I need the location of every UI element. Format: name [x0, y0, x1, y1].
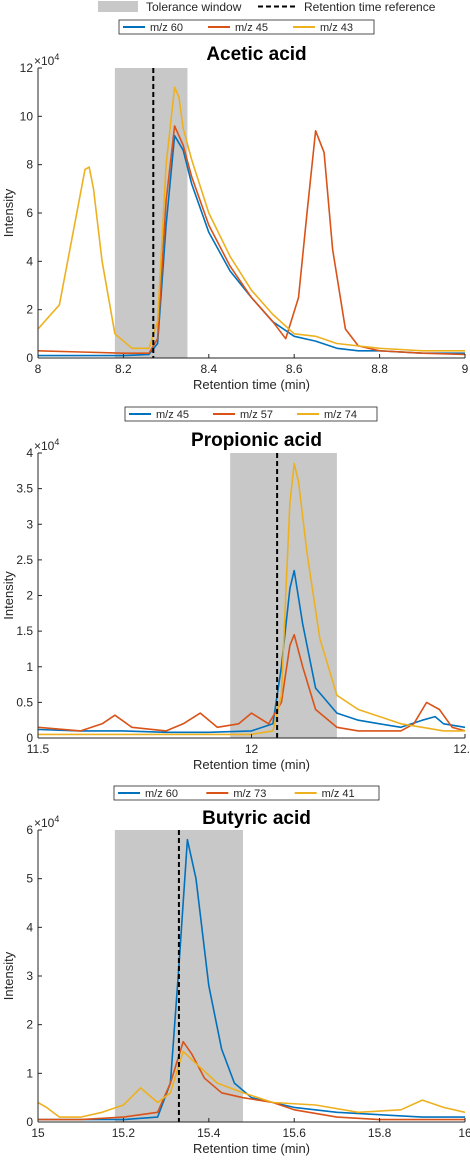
x-axis-label: Retention time (min)	[193, 1141, 310, 1156]
chart-title: Propionic acid	[191, 430, 322, 451]
x-axis-label: Retention time (min)	[193, 377, 310, 392]
x-tick-label: 12.5	[453, 742, 470, 756]
series-line-m-z-43	[37, 86, 465, 352]
y-tick-label: 6	[26, 823, 33, 837]
y-tick-label: 2.5	[16, 553, 33, 567]
legend-entry-label: m/z 45	[156, 409, 189, 421]
legend-entry-label: m/z 74	[324, 409, 357, 421]
chart-title: Acetic acid	[206, 44, 306, 65]
x-tick-label: 8.6	[286, 362, 303, 376]
x-axis-label: Retention time (min)	[193, 757, 310, 772]
tolerance-window-label: Tolerance window	[146, 0, 242, 14]
series-line-m-z-45	[37, 569, 466, 734]
series-legend: m/z 45 m/z 57 m/z 74	[124, 406, 378, 422]
legend-box	[124, 406, 378, 422]
y-axis-label: Intensity	[1, 188, 16, 237]
legend-entry-label: m/z 43	[320, 22, 353, 34]
y-tick-label: 3.5	[16, 482, 33, 496]
tolerance-window-swatch	[98, 1, 138, 12]
series-legend: m/z 60 m/z 45 m/z 43	[118, 19, 375, 35]
chart-panel-1: 11.51212.500.511.522.533.54×104Retention…	[1, 406, 470, 772]
y-tick-label: 10	[20, 109, 34, 123]
y-exponent-label: ×104	[34, 437, 59, 453]
x-tick-label: 15.8	[368, 1126, 392, 1140]
x-tick-label: 15.6	[283, 1126, 307, 1140]
x-tick-label: 8	[35, 362, 42, 376]
y-exponent-label: ×104	[34, 814, 59, 830]
y-tick-label: 3	[26, 517, 33, 531]
y-axis-label: Intensity	[1, 571, 16, 620]
x-tick-label: 15.2	[112, 1126, 136, 1140]
y-tick-label: 1	[26, 1066, 33, 1080]
y-tick-label: 2	[26, 303, 33, 317]
y-tick-label: 4	[26, 254, 33, 268]
chart-title: Butyric acid	[202, 808, 311, 829]
series-line-m-z-60	[38, 134, 465, 357]
y-exponent-power: 4	[54, 437, 59, 447]
legend-entry-label: m/z 60	[145, 788, 178, 800]
x-tick-label: 15.4	[197, 1126, 221, 1140]
y-tick-label: 2	[26, 1018, 33, 1032]
legend-entry-label: m/z 57	[240, 409, 273, 421]
y-tick-label: 4	[26, 446, 33, 460]
series-line-m-z-73	[38, 1040, 465, 1121]
y-exponent-label: ×104	[34, 52, 59, 68]
y-axis-label: Intensity	[1, 951, 16, 1000]
y-tick-label: 3	[26, 969, 33, 983]
y-tick-label: 12	[20, 61, 34, 75]
x-tick-label: 8.8	[371, 362, 388, 376]
x-tick-label: 15	[31, 1126, 45, 1140]
series-line-m-z-45	[37, 125, 466, 356]
tolerance-window	[114, 68, 188, 358]
top-legend: Tolerance window Retention time referenc…	[98, 0, 436, 14]
y-exponent-power: 4	[54, 814, 59, 824]
legend-entry-label: m/z 60	[150, 22, 183, 34]
series-line-m-z-74	[38, 462, 465, 736]
series-line-m-z-41	[37, 1050, 466, 1118]
y-tick-label: 5	[26, 872, 33, 886]
x-tick-label: 16	[458, 1126, 470, 1140]
y-tick-label: 0	[26, 351, 33, 365]
x-tick-label: 12	[245, 742, 259, 756]
y-tick-label: 2	[26, 589, 33, 603]
y-tick-label: 4	[26, 920, 33, 934]
series-line-m-z-60	[38, 838, 465, 1121]
legend-entry-label: m/z 41	[322, 788, 355, 800]
y-tick-label: 0	[26, 1115, 33, 1129]
legend-entry-label: m/z 45	[235, 22, 268, 34]
y-tick-label: 6	[26, 206, 33, 220]
x-tick-label: 8.4	[200, 362, 217, 376]
legend-entry-label: m/z 73	[233, 788, 266, 800]
y-tick-label: 1.5	[16, 624, 33, 638]
legend-box	[118, 19, 375, 35]
chart-panel-2: 15 15.2 15.4 15.6 15.8 16 0 1 2 3 4 5 6 ×104 Retention…	[1, 785, 470, 1156]
y-tick-label: 8	[26, 158, 33, 172]
reference-line-label: Retention time reference	[304, 0, 436, 14]
x-tick-label: 8.2	[115, 362, 132, 376]
y-exponent-power: 4	[54, 52, 59, 62]
series-legend: m/z 60 m/z 73 m/z 41	[113, 785, 380, 801]
chart-panel-0: 8 8.2 8.4 8.6 8.8 9 0 2 4 6 8 10 12 ×104 Retention tim…	[1, 19, 469, 392]
x-tick-label: 11.5	[27, 742, 50, 756]
y-tick-label: 0	[26, 731, 33, 745]
y-tick-label: 1	[26, 660, 33, 674]
legend-box	[113, 785, 380, 801]
x-tick-label: 9	[462, 362, 469, 376]
y-tick-label: 0.5	[16, 695, 33, 709]
